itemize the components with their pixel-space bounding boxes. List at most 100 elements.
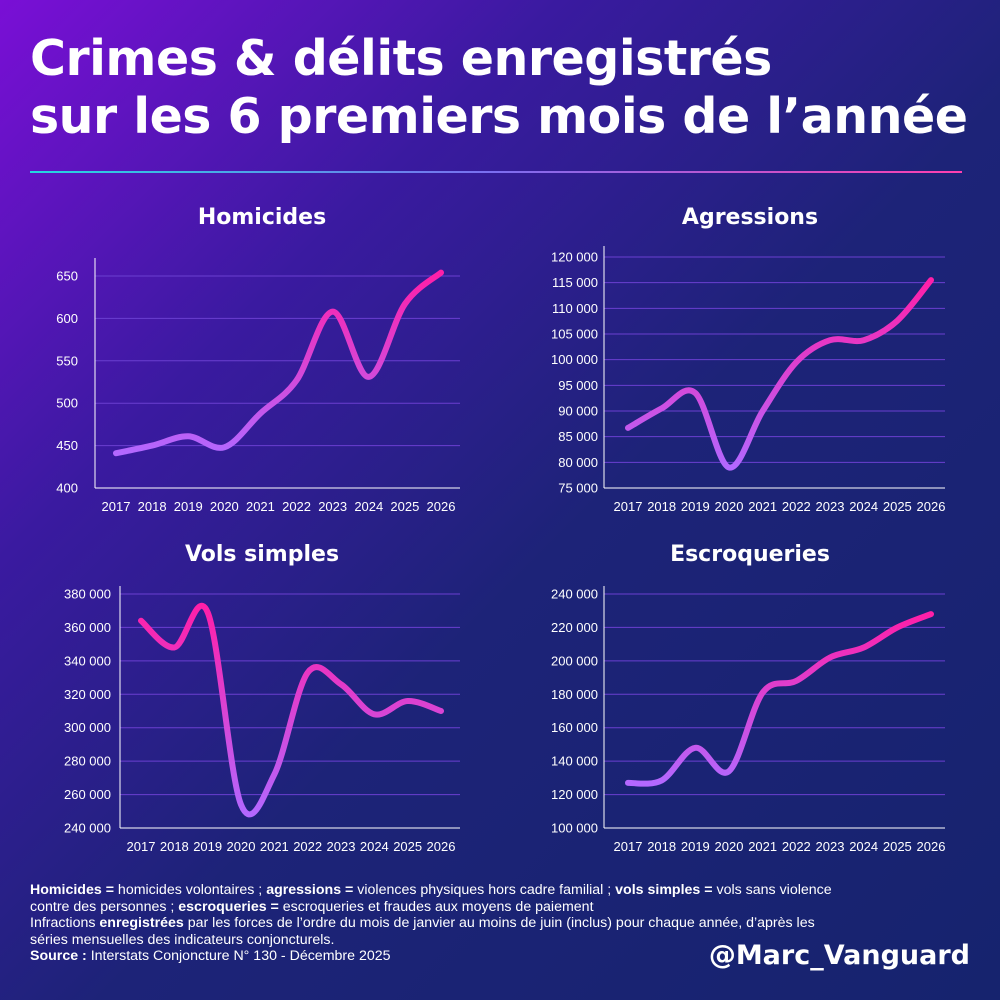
y-tick-label: 280 000 <box>64 754 111 769</box>
y-tick-label: 90 000 <box>558 404 598 419</box>
y-tick-label: 240 000 <box>551 587 598 602</box>
data-point <box>760 408 766 414</box>
x-tick-label: 2018 <box>138 499 167 514</box>
x-tick-label: 2023 <box>318 499 347 514</box>
x-tick-label: 2021 <box>748 839 777 854</box>
data-point <box>271 772 277 778</box>
x-tick-label: 2022 <box>782 499 811 514</box>
data-point <box>149 443 155 449</box>
x-tick-label: 2023 <box>816 499 845 514</box>
data-point <box>659 405 665 411</box>
x-tick-label: 2018 <box>647 499 676 514</box>
x-tick-label: 2023 <box>816 839 845 854</box>
chart-title: Homicides <box>198 205 326 230</box>
chart-title: Agressions <box>682 205 818 230</box>
data-point <box>238 802 244 808</box>
x-tick-label: 2026 <box>427 499 456 514</box>
footnote-source: Source : Interstats Conjoncture N° 130 -… <box>30 948 391 964</box>
x-tick-label: 2019 <box>193 839 222 854</box>
x-tick-label: 2019 <box>681 499 710 514</box>
data-point <box>894 624 900 630</box>
x-tick-label: 2025 <box>390 499 419 514</box>
y-tick-label: 100 000 <box>551 352 598 367</box>
data-point <box>294 377 300 383</box>
x-tick-label: 2025 <box>883 499 912 514</box>
data-point <box>760 690 766 696</box>
x-tick-label: 2022 <box>782 839 811 854</box>
data-point <box>138 618 144 624</box>
x-tick-label: 2021 <box>260 839 289 854</box>
data-point <box>371 711 377 717</box>
series-line <box>138 602 444 818</box>
y-tick-label: 400 <box>56 481 78 496</box>
chart-title: Escroqueries <box>670 542 830 567</box>
x-tick-label: 2017 <box>102 499 131 514</box>
data-point <box>257 410 263 416</box>
y-tick-label: 360 000 <box>64 620 111 635</box>
data-point <box>113 450 119 456</box>
x-tick-label: 2023 <box>327 839 356 854</box>
x-tick-label: 2024 <box>849 839 878 854</box>
x-tick-label: 2026 <box>427 839 456 854</box>
data-point <box>205 609 211 615</box>
x-tick-label: 2024 <box>354 499 383 514</box>
y-tick-label: 650 <box>56 269 78 284</box>
data-point <box>726 465 732 471</box>
x-tick-label: 2020 <box>715 499 744 514</box>
y-tick-label: 120 000 <box>551 787 598 802</box>
footnote-line-3: Infractions enregistrées par les forces … <box>30 915 815 931</box>
y-tick-label: 160 000 <box>551 720 598 735</box>
data-point <box>793 678 799 684</box>
x-tick-label: 2026 <box>917 499 946 514</box>
footnote-line-4: séries mensuelles des indicateurs conjon… <box>30 931 335 948</box>
y-tick-label: 320 000 <box>64 687 111 702</box>
data-point <box>221 444 227 450</box>
data-point <box>861 337 867 343</box>
y-tick-label: 220 000 <box>551 620 598 635</box>
y-tick-label: 95 000 <box>558 378 598 393</box>
x-tick-label: 2022 <box>293 839 322 854</box>
page-title-line1: Crimes & délits enregistrés <box>30 30 772 87</box>
x-tick-label: 2024 <box>360 839 389 854</box>
data-point <box>366 374 372 380</box>
x-tick-label: 2017 <box>127 839 156 854</box>
x-tick-label: 2018 <box>647 839 676 854</box>
chart-2: Vols simples 240 000 260 000 280 000 300 000… <box>64 542 460 854</box>
data-point <box>827 337 833 343</box>
page-title: Crimes & délits enregistrés sur les 6 pr… <box>30 30 968 146</box>
y-tick-label: 110 000 <box>552 301 598 316</box>
data-point <box>827 655 833 661</box>
data-point <box>330 309 336 315</box>
data-point <box>625 780 631 786</box>
chart-1: Agressions 75 000 80 000 85 000 90 000 95 000… <box>551 205 945 514</box>
x-tick-label: 2017 <box>614 839 643 854</box>
y-tick-label: 180 000 <box>551 687 598 702</box>
y-tick-label: 240 000 <box>64 821 111 836</box>
data-point <box>338 681 344 687</box>
y-tick-label: 450 <box>56 438 78 453</box>
page-title-line2: sur les 6 premiers mois de l’année <box>30 88 968 145</box>
data-point <box>928 611 934 617</box>
y-tick-label: 380 000 <box>64 587 111 602</box>
chart-0: Homicides 400 450 500 550 600 650 2017 2018 2019 2… <box>56 205 460 514</box>
chart-3: Escroqueries 100 000 120 000 140 000 160 000… <box>551 542 945 854</box>
x-tick-label: 2026 <box>917 839 946 854</box>
x-tick-label: 2017 <box>614 499 643 514</box>
x-tick-label: 2020 <box>715 839 744 854</box>
data-point <box>185 433 191 439</box>
x-tick-label: 2020 <box>227 839 256 854</box>
y-tick-label: 115 000 <box>552 275 598 290</box>
footnote: Homicides = homicides volontaires ; agre… <box>30 882 970 965</box>
y-tick-label: 75 000 <box>558 481 598 496</box>
x-tick-label: 2019 <box>681 839 710 854</box>
y-tick-label: 200 000 <box>551 653 598 668</box>
x-tick-label: 2021 <box>246 499 275 514</box>
y-tick-label: 340 000 <box>64 653 111 668</box>
title-divider <box>30 171 962 173</box>
data-point <box>171 645 177 651</box>
x-tick-label: 2018 <box>160 839 189 854</box>
data-point <box>692 390 698 396</box>
x-tick-label: 2022 <box>282 499 311 514</box>
y-tick-label: 140 000 <box>551 754 598 769</box>
